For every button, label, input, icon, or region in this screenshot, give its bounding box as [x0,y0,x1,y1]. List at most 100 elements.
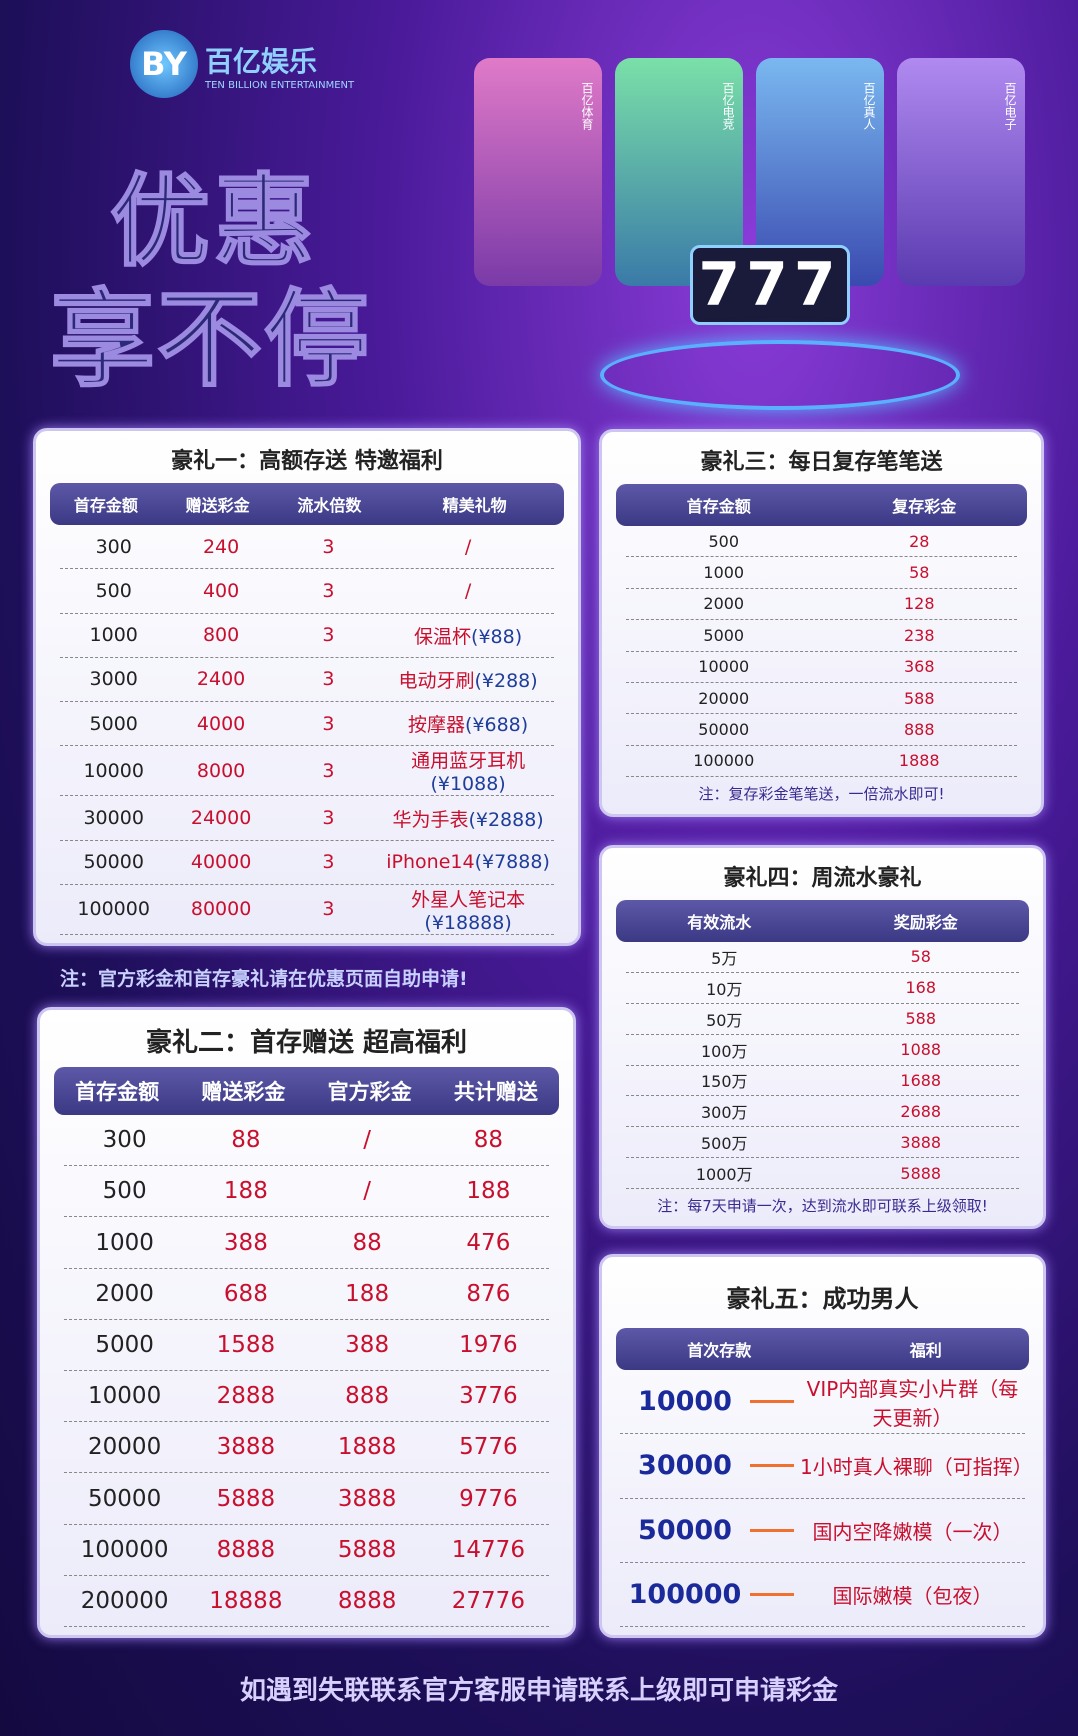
deposit: 10000 [638,1386,732,1418]
cell: 5000 [95,1331,154,1358]
panel-title: 豪礼二：首存赠送 超高福利 [145,1028,468,1058]
slot: 777 [690,245,850,325]
cell: 1000万 [695,1165,753,1185]
row: 1000万 5888 [626,1158,1019,1189]
cell: 188 [223,1178,268,1205]
cell: 888 [345,1383,390,1410]
cell: 800 [202,624,240,647]
cell: / [464,535,472,558]
cell: 88 [352,1229,382,1256]
cell: 30000 [83,807,144,830]
column-header: 精美礼物 [442,496,507,515]
brand: 百亿娱乐 [205,45,318,78]
note: 注：官方彩金和首存豪礼请在优惠页面自助申请! [60,968,468,990]
cell: 188 [466,1178,511,1205]
row: 100000 80000 3 外星人笔记本(¥18888) [60,885,554,935]
price: (¥88) [471,625,523,648]
cell: 80000 [190,898,252,921]
cell: 500 [708,531,740,551]
cell: 通用蓝牙耳机(¥1088) [382,746,554,795]
cell: 876 [466,1280,511,1307]
gift: 华为手表 [392,808,469,831]
row: 100000 8888 5888 14776 [64,1525,549,1576]
rows: 300 88 / 88 500 188 / 188 1000 388 88 476 2000 688 188… [54,1115,559,1628]
column-header: 共计赠送 [453,1080,538,1104]
column-header: 首存金额 [73,496,138,515]
cell: 1976 [459,1331,518,1358]
cell: 5888 [216,1485,276,1512]
cell: 1688 [900,1070,942,1090]
cell: 476 [466,1229,511,1256]
column-header: 赠送彩金 [201,1080,286,1104]
cell: 388 [345,1331,390,1358]
row: 1000 388 88 476 [64,1217,549,1269]
deposit: 100000 [628,1578,742,1610]
column-header: 奖励彩金 [893,913,958,932]
row: 100000 国际嫩模（包夜） [620,1563,1025,1627]
cell: 588 [903,688,935,708]
cell: 400 [202,579,240,602]
row: 10000 8000 3 通用蓝牙耳机(¥1088) [60,746,554,797]
cell: 5万 [711,948,738,968]
panel: 豪礼四：周流水豪礼 有效流水 奖励彩金 5万 58 10万 168 50万 588 100万 108… [599,845,1046,1229]
row: 5000 1588 388 1976 [64,1320,549,1372]
cell: 3888 [337,1485,397,1512]
panel-title: 豪礼三：每日复存笔笔送 [700,450,943,475]
cell: 14776 [451,1536,525,1563]
cell: 10000 [88,1383,162,1410]
cell: 1000 [95,1229,154,1256]
column-header: 官方彩金 [327,1080,412,1104]
cell: 88 [231,1127,261,1154]
cell: 1588 [216,1331,276,1358]
cell: 188 [345,1280,390,1307]
row: 50000 5888 3888 9776 [64,1473,549,1525]
cell: 88 [473,1127,504,1154]
row: 30000 1小时真人裸聊（可指挥） [620,1434,1033,1499]
row: 300万 2688 [626,1096,1019,1128]
arrow [750,1592,794,1596]
cell: 150万 [700,1072,748,1092]
row: 3000 2400 3 电动牙刷(¥288) [60,658,554,703]
row: 500 188 / 188 [64,1166,549,1218]
row: 10000 2888 888 3776 [64,1371,549,1423]
cell: 电动牙刷(¥288) [382,666,554,693]
row: 5万 58 [626,942,1019,973]
cell: 128 [903,594,935,614]
cell: 9776 [459,1485,518,1512]
cell: 300 [102,1127,147,1154]
panel-note: 注：每7天申请一次，达到流水即可联系上级领取! [657,1197,988,1215]
row: 5000 4000 3 按摩器(¥688) [60,702,554,747]
cell: 2400 [196,668,246,691]
cell: 4000 [196,712,246,735]
cell: 10000 [83,759,144,782]
cell: 5000 [703,625,745,645]
column-header: 福利 [909,1341,942,1360]
cell: 50000 [83,851,144,874]
row: 20000 3888 1888 5776 [64,1422,549,1474]
arrow [750,1464,794,1468]
cell: 24000 [190,807,252,830]
brand-en: TEN BILLION ENTERTAINMENT [205,80,355,91]
gift: 按摩器 [407,714,465,737]
cell: 200000 [80,1587,169,1614]
row: 10万 168 [626,973,1019,1004]
panel-title: 豪礼一：高额存送 特邀福利 [171,449,443,474]
panel: 豪礼五：成功男人 首次存款 福利 10000 VIP内部真实小片群（每天更新） 30000… [599,1254,1046,1638]
cell: 500万 [700,1134,748,1154]
row: 300 240 3 / [60,525,554,570]
cell: 238 [903,625,935,645]
cell: 5776 [459,1434,518,1461]
cell: 3 [322,851,335,874]
cell: 10万 [706,979,743,999]
panel-title: 豪礼四：周流水豪礼 [723,866,922,891]
cell: 按摩器(¥688) [382,710,554,737]
cell: 3888 [900,1132,942,1152]
deposit: 30000 [638,1450,732,1482]
arrow [750,1528,794,1532]
cell: 100000 [80,1536,169,1563]
price: (¥18888) [424,911,512,934]
row: 500 400 3 / [60,569,554,614]
row: 200000 18888 8888 27776 [64,1576,549,1628]
cell: 50000 [88,1485,162,1512]
row: 5000 238 [626,620,1017,652]
